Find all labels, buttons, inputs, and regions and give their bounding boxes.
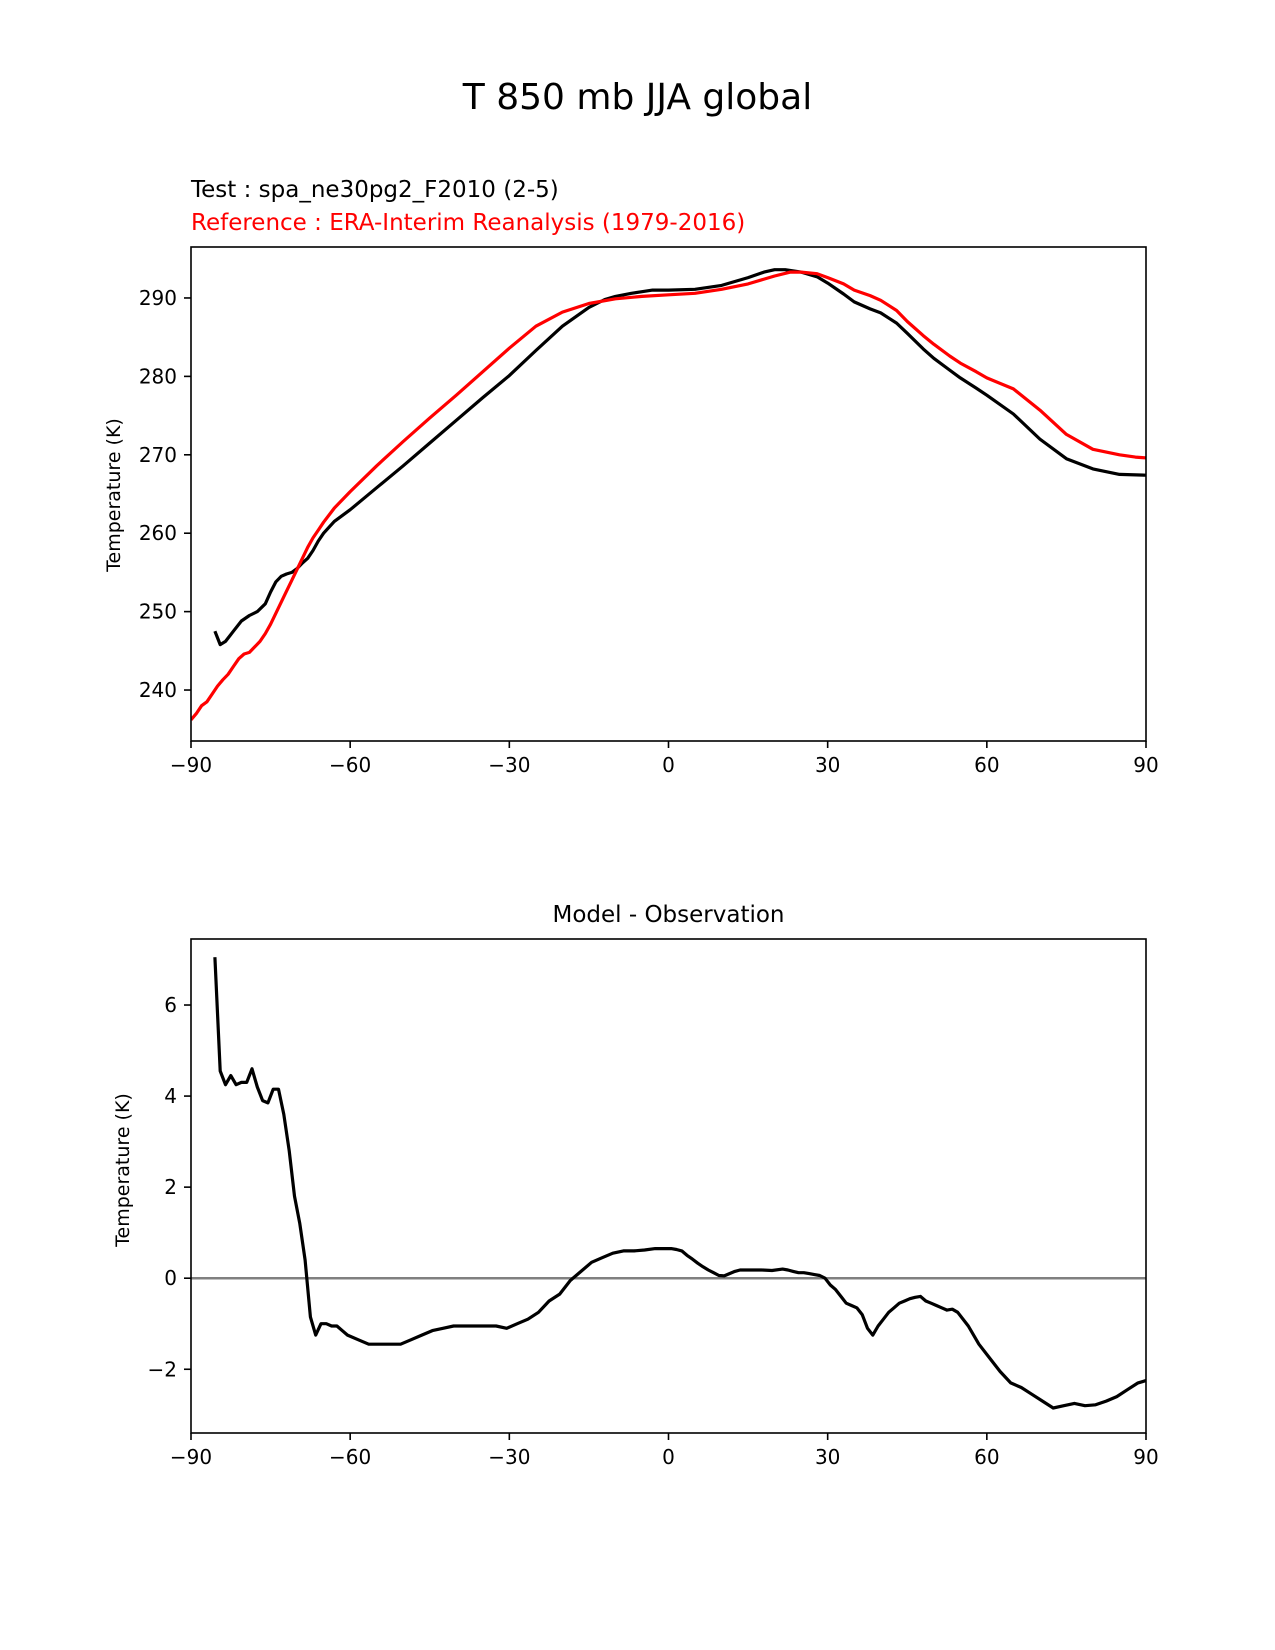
top-y-axis-label: Temperature (K): [103, 418, 125, 573]
y-tick-label: 6: [164, 993, 177, 1017]
x-tick-label: 60: [974, 753, 999, 777]
y-tick-label: −2: [148, 1357, 177, 1381]
bottom-y-axis-label: Temperature (K): [112, 1093, 134, 1248]
x-tick-label: 90: [1133, 1445, 1158, 1469]
y-tick-label: 4: [164, 1084, 177, 1108]
x-tick-label: −90: [170, 753, 212, 777]
bottom-panel-title: Model - Observation: [552, 902, 784, 928]
top-plot-area: −90 −60 −30 0 30 60 90 240 250 260 270 280 290: [139, 246, 1159, 777]
y-tick-label: 270: [139, 443, 177, 467]
y-tick-label: 2: [164, 1175, 177, 1199]
x-tick-label: −30: [488, 1445, 530, 1469]
x-tick-label: 30: [815, 1445, 840, 1469]
y-tick-label: 250: [139, 600, 177, 624]
series-line-0: [213, 957, 1146, 1410]
bottom-panel: Model - Observation Temperature (K) −90−…: [112, 902, 1159, 1469]
y-tick-label: 0: [164, 1266, 177, 1290]
y-tick-label: 240: [139, 678, 177, 702]
x-tick-label: 90: [1133, 753, 1158, 777]
plot-frame: [190, 938, 1147, 1434]
series-line-1: [191, 270, 1146, 721]
x-tick-label: 0: [662, 1445, 675, 1469]
x-tick-label: 30: [815, 753, 840, 777]
y-tick-label: 290: [139, 286, 177, 310]
x-tick-label: 60: [974, 1445, 999, 1469]
reference-label: Reference : ERA-Interim Reanalysis (1979…: [191, 210, 745, 236]
test-label: Test : spa_ne30pg2_F2010 (2-5): [190, 177, 559, 203]
y-tick-label: 260: [139, 521, 177, 545]
plot-frame: [190, 246, 1147, 742]
x-tick-label: −30: [488, 753, 530, 777]
series-line-0: [213, 268, 1146, 647]
x-tick-label: −60: [329, 1445, 371, 1469]
bottom-plot-area: −90 −60 −30 0 30 60 90 −2 0 2 4 6: [148, 938, 1159, 1469]
figure-title: T 850 mb JJA global: [462, 77, 812, 118]
x-tick-label: −90: [170, 1445, 212, 1469]
y-tick-label: 280: [139, 364, 177, 388]
x-tick-label: −60: [329, 753, 371, 777]
top-panel: Test : spa_ne30pg2_F2010 (2-5) Reference…: [103, 177, 1159, 777]
x-tick-label: 0: [662, 753, 675, 777]
